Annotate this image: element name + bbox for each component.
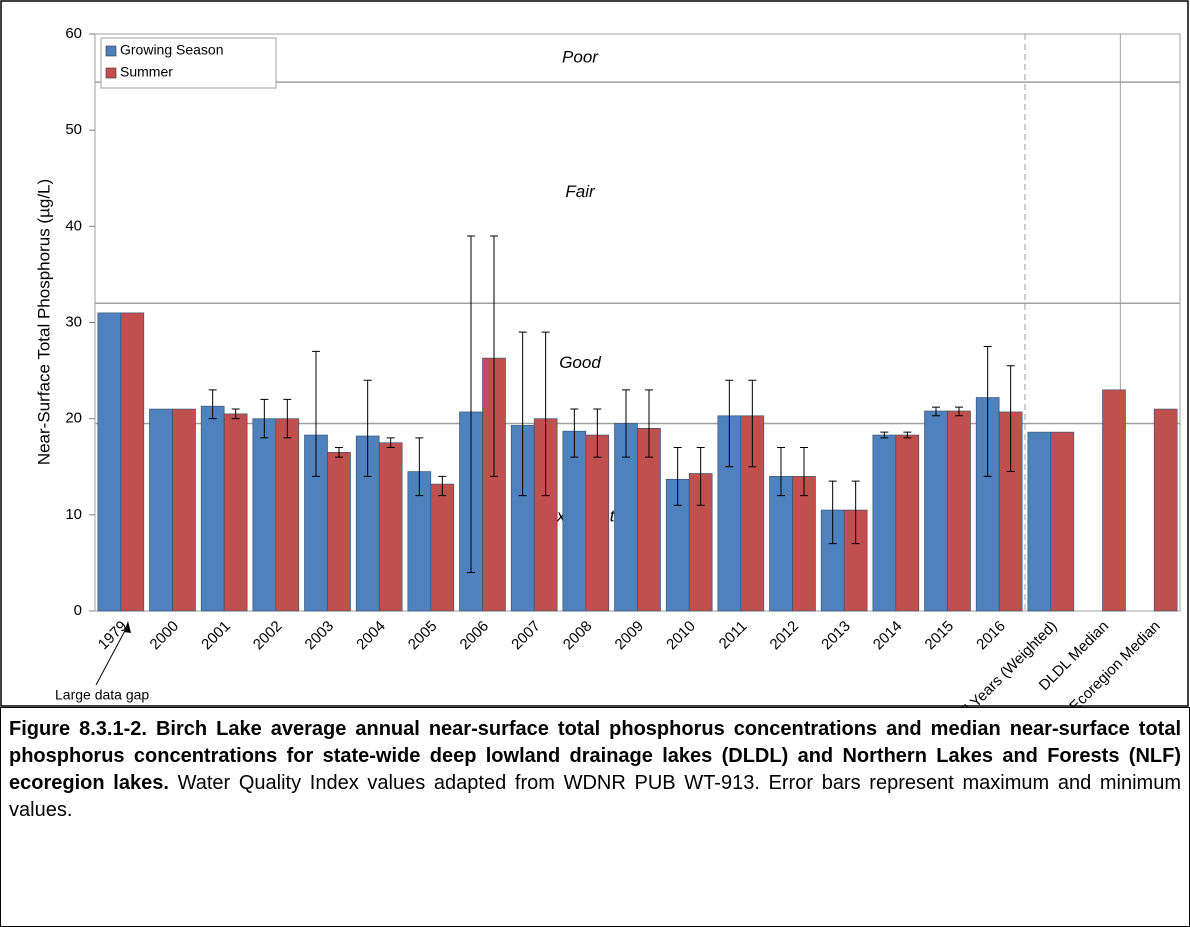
bar: [97, 312, 122, 612]
zone-label: Good: [559, 353, 601, 372]
error-bar: [312, 350, 320, 477]
bar: [1102, 389, 1126, 612]
y-axis-label: Near-Surface Total Phosphorus (µg/L): [34, 179, 53, 465]
frame: [0, 0, 1189, 707]
x-tick-label: 2012: [767, 618, 803, 654]
y-tick-label: 50: [65, 121, 82, 138]
y-tick-label: 60: [65, 25, 82, 42]
error-bar: [415, 437, 424, 497]
y-tick-label: 0: [74, 602, 82, 619]
bar: [1027, 431, 1052, 612]
legend-swatch: [105, 45, 117, 57]
bar: [252, 418, 277, 612]
bar: [1050, 431, 1075, 612]
x-tick-label: 2006: [457, 618, 493, 654]
zone-label: Poor: [562, 48, 599, 67]
error-bar: [260, 398, 269, 439]
error-bar: [851, 480, 860, 545]
legend-label: Growing Season: [120, 42, 224, 58]
bar: [200, 405, 225, 612]
error-bar: [570, 408, 579, 458]
error-bar: [645, 389, 653, 458]
annotation: Large data gap: [55, 687, 149, 703]
bar: [562, 430, 587, 612]
legend: [100, 37, 277, 89]
bar: [223, 413, 248, 612]
x-tick-label: 2003: [302, 618, 338, 654]
x-tick-label: 2008: [560, 618, 596, 654]
error-bar: [363, 379, 372, 477]
x-tick-label: 2016: [973, 618, 1009, 654]
bar: [149, 408, 173, 612]
error-bar: [231, 408, 240, 420]
bar: [1153, 408, 1178, 612]
bar: [120, 312, 145, 612]
error-bar: [880, 431, 889, 439]
caption: Figure 8.3.1-2. Birch Lake average annua…: [0, 707, 1190, 927]
error-bar: [673, 447, 682, 506]
x-tick-label: 2013: [818, 618, 854, 654]
legend-swatch: [105, 67, 117, 79]
error-bar: [932, 406, 940, 417]
error-bar: [283, 398, 292, 439]
x-tick-label: 2014: [870, 618, 906, 654]
bar: [769, 476, 793, 612]
bar: [585, 434, 610, 612]
y-tick-label: 20: [65, 410, 82, 427]
error-bar: [828, 480, 837, 545]
error-bar: [335, 447, 343, 458]
error-bar: [593, 408, 602, 458]
error-bar: [490, 235, 498, 477]
x-tick-label: 2004: [353, 618, 389, 654]
arrow-head: [124, 621, 131, 633]
legend-label: Summer: [120, 64, 173, 80]
x-tick-label: 2009: [612, 618, 648, 654]
error-bar: [622, 389, 630, 458]
x-tick-label: 2010: [663, 618, 699, 654]
error-bar: [777, 447, 785, 497]
x-tick-label: 2005: [405, 618, 441, 654]
x-tick-label: 2001: [198, 618, 234, 654]
bar: [792, 476, 816, 612]
x-tick-label: 1979: [95, 618, 131, 654]
bar: [172, 408, 196, 612]
y-tick-label: 40: [65, 217, 82, 234]
x-tick-label: 2011: [716, 618, 751, 653]
bar: [872, 434, 897, 612]
error-bar: [386, 437, 395, 449]
caption-bold: Figure 8.3.1-2. Birch Lake average annua…: [9, 718, 1181, 794]
bar: [327, 452, 351, 612]
error-bar: [983, 346, 992, 477]
error-bar: [467, 235, 475, 574]
zone-label: Fair: [565, 182, 596, 201]
error-bar: [955, 406, 963, 417]
bar: [924, 410, 948, 612]
bar: [378, 442, 403, 612]
chart: Near-Surface Total Phosphorus (µg/L) Lar…: [0, 0, 1189, 707]
y-tick-label: 10: [65, 506, 82, 523]
error-bar: [438, 475, 447, 497]
error-bar: [800, 447, 808, 497]
error-bar: [541, 331, 550, 497]
caption-text: Water Quality Index values adapted from …: [9, 772, 1181, 821]
error-bar: [1006, 365, 1015, 473]
bar: [895, 434, 920, 612]
error-bar: [725, 379, 734, 468]
bar: [947, 410, 971, 612]
x-tick-label: 2015: [922, 618, 958, 654]
x-tick-label: 2002: [250, 618, 286, 654]
error-bar: [748, 379, 757, 468]
error-bar: [696, 447, 705, 506]
x-tick-label: 2007: [508, 618, 544, 654]
x-tick-label: 2000: [147, 618, 183, 654]
annotation-arrow: [95, 624, 129, 686]
bar: [430, 483, 455, 612]
bar: [275, 418, 300, 612]
error-bar: [208, 389, 217, 420]
error-bar: [518, 331, 527, 497]
error-bar: [903, 431, 912, 439]
y-tick-label: 30: [65, 313, 82, 330]
